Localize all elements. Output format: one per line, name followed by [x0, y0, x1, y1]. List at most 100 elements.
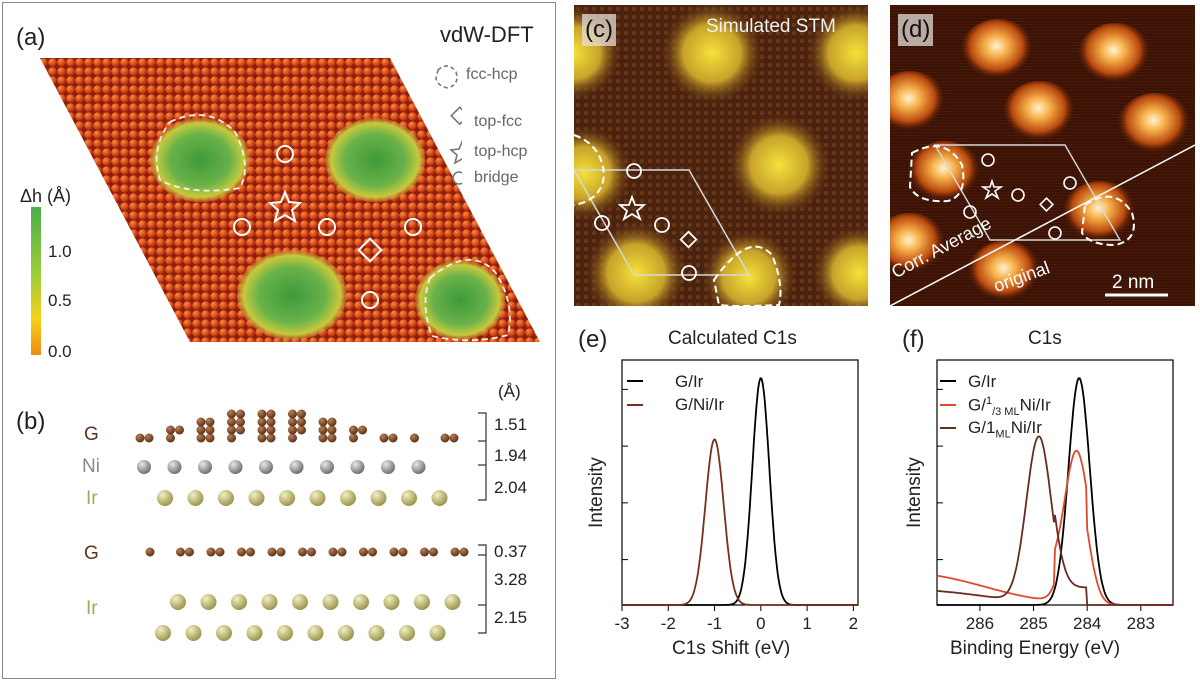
ir-atom: [399, 625, 415, 641]
carbon-atom: [206, 547, 216, 557]
carbon-atom: [236, 425, 245, 435]
carbon-atom: [297, 409, 306, 419]
carbon-atom: [449, 433, 459, 443]
dist-ir-ir-upper: 2.04: [494, 478, 528, 497]
panel-b-unit: (Å): [498, 382, 521, 401]
colorbar: [31, 207, 41, 355]
legend-fcc-hcp: fcc-hcp: [466, 66, 518, 83]
bridge-marker: [404, 218, 422, 236]
carbon-atom: [227, 417, 236, 427]
bridge-marker: [681, 265, 697, 281]
ir-atom: [279, 490, 295, 506]
series-line: [936, 435, 1173, 606]
ni-atom: [320, 460, 334, 474]
panel-b-side-view: [135, 409, 487, 641]
bridge-marker: [654, 217, 670, 233]
colorbar-tick-0: 0.0: [48, 342, 72, 361]
carbon-atom: [227, 409, 236, 419]
legend-f-2-suffix: Ni/Ir: [1019, 395, 1051, 415]
top-fcc-marker: [357, 237, 383, 263]
moire-bump: [325, 118, 425, 202]
chart-f-title: C1s: [1028, 328, 1062, 349]
x-tick-label: -1: [707, 614, 722, 633]
panel-a-label: (a): [16, 24, 46, 51]
carbon-atom: [349, 425, 358, 435]
carbon-atom: [359, 547, 368, 557]
carbon-atom: [266, 433, 276, 443]
ir-atom: [429, 625, 446, 641]
carbon-atom: [196, 425, 206, 435]
carbon-atom: [327, 417, 337, 427]
carbon-atom: [166, 425, 175, 435]
ir-atom: [338, 625, 354, 641]
carbon-atom: [135, 433, 145, 443]
carbon-atom: [145, 547, 155, 557]
stm-bright-spot: [701, 229, 797, 306]
dist-ni-ir: 1.94: [494, 446, 528, 465]
bridge-marker: [1048, 226, 1062, 240]
stm-bright-spot: [890, 213, 948, 281]
graphene-layer-upper: [135, 409, 459, 443]
chart-e-title: Calculated C1s: [668, 328, 797, 349]
legend-top-hcp: top-hcp: [474, 143, 528, 160]
ni-atom: [228, 460, 243, 474]
carbon-atom: [307, 547, 316, 557]
legend-e-1: G/Ir: [675, 372, 704, 391]
ir-atom: [216, 625, 232, 641]
ir-atom: [231, 594, 247, 610]
carbon-atom: [388, 433, 398, 443]
top-hcp-marker: [267, 189, 303, 224]
ni-atom: [289, 460, 304, 474]
carbon-atom: [166, 433, 175, 443]
carbon-atom: [205, 425, 215, 435]
distance-brackets: [478, 412, 487, 634]
carbon-atom: [246, 547, 255, 557]
top-hcp-legend-icon: [449, 139, 462, 165]
carbon-atom: [288, 417, 297, 427]
carbon-atom: [266, 409, 276, 419]
ir-atom: [277, 625, 293, 641]
carbon-atom: [236, 409, 245, 419]
moire-bump: [150, 118, 250, 202]
layer-label-ir-lower: Ir: [86, 598, 98, 619]
ir-atom: [383, 594, 400, 610]
panel-a-title: vdW-DFT: [440, 22, 534, 47]
carbon-atom: [196, 433, 206, 443]
stm-bright-spot: [1117, 93, 1193, 161]
ir-layer-lower-2: [155, 625, 446, 641]
legend-f-2: G/1/3 MLNi/Ir: [968, 395, 1051, 418]
x-tick-label: 284: [1073, 614, 1101, 633]
unit-cell: [933, 144, 1122, 241]
fcc-hcp-marker: [155, 114, 246, 192]
chart-e-ylabel: Intensity: [586, 457, 607, 528]
chart-e-xlabel: C1s Shift (eV): [672, 638, 791, 659]
carbon-atom: [327, 433, 337, 443]
carbon-atom: [318, 425, 328, 435]
panel-c-stm-image: [574, 5, 868, 306]
legend-f-2-sub: /3 ML: [992, 406, 1020, 419]
carbon-atom: [288, 409, 297, 419]
carbon-atom: [276, 547, 286, 557]
carbon-atom: [459, 547, 469, 557]
ir-atom: [248, 490, 265, 506]
ir-atom: [322, 594, 339, 610]
ni-atom: [137, 460, 151, 474]
carbon-atom: [266, 425, 276, 435]
carbon-atom: [389, 547, 399, 557]
ir-atom: [187, 490, 204, 506]
top-fcc-marker: [679, 230, 698, 249]
fcc-hcp-legend-icon: [435, 65, 458, 89]
carbon-atom: [266, 417, 276, 427]
ni-layer: [137, 460, 426, 474]
bridge-legend-icon: [452, 171, 462, 185]
bridge-marker: [594, 215, 610, 231]
ir-atom: [155, 625, 171, 641]
dist-ir-ir-lower: 2.15: [494, 608, 528, 627]
stm-bright-spot: [727, 113, 831, 217]
panel-c-label: (c): [582, 14, 616, 46]
carbon-atom: [267, 547, 277, 557]
carbon-atom: [257, 409, 267, 419]
top-fcc-marker: [1039, 197, 1054, 212]
panel-ab-frame: [2, 2, 556, 679]
top-fcc-legend-icon: [450, 106, 462, 126]
